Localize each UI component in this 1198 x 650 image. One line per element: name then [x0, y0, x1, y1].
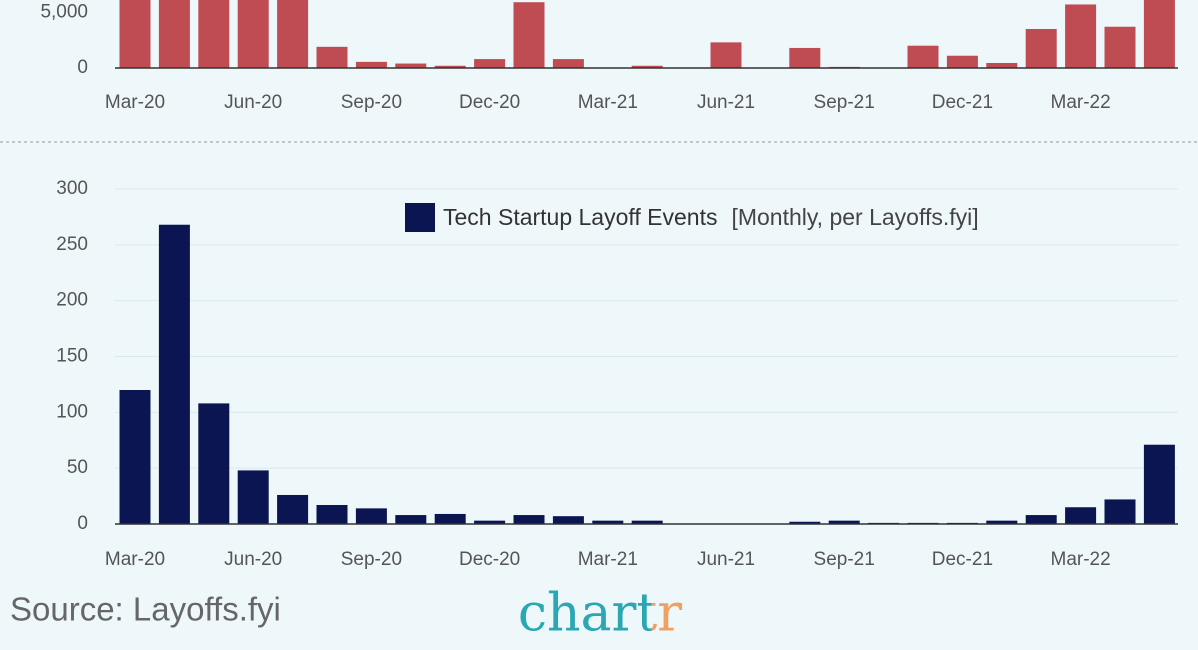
x-tick-label: Dec-20 [459, 549, 520, 570]
y-tick-label: 50 [67, 457, 88, 478]
x-tick-label: Dec-21 [932, 549, 993, 570]
bar [631, 65, 663, 68]
bar [198, 0, 230, 68]
bar [513, 515, 545, 524]
bar [1065, 4, 1097, 69]
bar [277, 494, 309, 524]
top-chart [119, 0, 1175, 69]
bar [198, 403, 230, 524]
brand-logo: chartr [518, 584, 682, 644]
y-tick-label: 200 [56, 290, 88, 311]
bar [158, 224, 190, 524]
legend-note: [Monthly, per Layoffs.fyi] [731, 204, 978, 230]
bar [119, 0, 151, 68]
bar [986, 62, 1018, 68]
bar [237, 0, 269, 68]
bar [946, 55, 978, 68]
bar [355, 61, 387, 68]
x-tick-label: Dec-21 [932, 92, 993, 113]
bar [119, 390, 151, 524]
bar [395, 515, 427, 524]
bar [158, 0, 190, 68]
bar [789, 47, 821, 68]
bar [277, 0, 309, 68]
x-tick-label: Jun-20 [224, 549, 282, 570]
bar [434, 65, 466, 68]
bar [828, 520, 860, 524]
bar [631, 520, 663, 524]
source: Source: Layoffs.fyi [10, 591, 281, 628]
y-tick-label: 5,000 [40, 1, 88, 22]
y-tick-label: 100 [56, 401, 88, 422]
bar [395, 63, 427, 68]
y-tick-label: 250 [56, 234, 88, 255]
x-tick-label: Mar-22 [1051, 92, 1111, 113]
x-tick-label: Dec-20 [459, 92, 520, 113]
bar [513, 2, 545, 69]
x-tick-label: Jun-21 [697, 92, 755, 113]
bar [1143, 444, 1175, 524]
bar [1143, 0, 1175, 69]
x-tick-label: Mar-20 [105, 92, 165, 113]
bar [710, 42, 742, 68]
bar [474, 59, 506, 68]
x-tick-label: Jun-20 [224, 92, 282, 113]
x-tick-label: Sep-21 [814, 92, 875, 113]
bar [316, 46, 348, 68]
bar [552, 516, 584, 524]
bar [434, 513, 466, 524]
legend-label: Tech Startup Layoff Events [443, 204, 717, 230]
legend-swatch [405, 203, 435, 232]
x-tick-label: Sep-20 [341, 549, 402, 570]
bar [474, 520, 506, 524]
bar [907, 45, 939, 68]
bar [1065, 507, 1097, 524]
y-tick-label: 0 [77, 57, 88, 78]
bar [789, 521, 821, 524]
x-tick-label: Mar-22 [1051, 549, 1111, 570]
bar [552, 59, 584, 68]
x-tick-label: Sep-20 [341, 92, 402, 113]
x-tick-label: Jun-21 [697, 549, 755, 570]
y-tick-label: 300 [56, 178, 88, 199]
x-tick-label: Sep-21 [814, 549, 875, 570]
bar [316, 505, 348, 524]
bar [1104, 26, 1136, 69]
y-tick-label: 150 [56, 346, 88, 367]
bar [592, 520, 624, 524]
bar [1104, 499, 1136, 524]
bar [986, 520, 1018, 524]
bar [237, 470, 269, 524]
bar [1025, 28, 1057, 69]
y-tick-label: 0 [77, 513, 88, 534]
bar [1025, 515, 1057, 524]
x-tick-label: Mar-21 [578, 549, 638, 570]
x-tick-label: Mar-21 [578, 92, 638, 113]
x-tick-label: Mar-20 [105, 549, 165, 570]
bar [355, 508, 387, 524]
